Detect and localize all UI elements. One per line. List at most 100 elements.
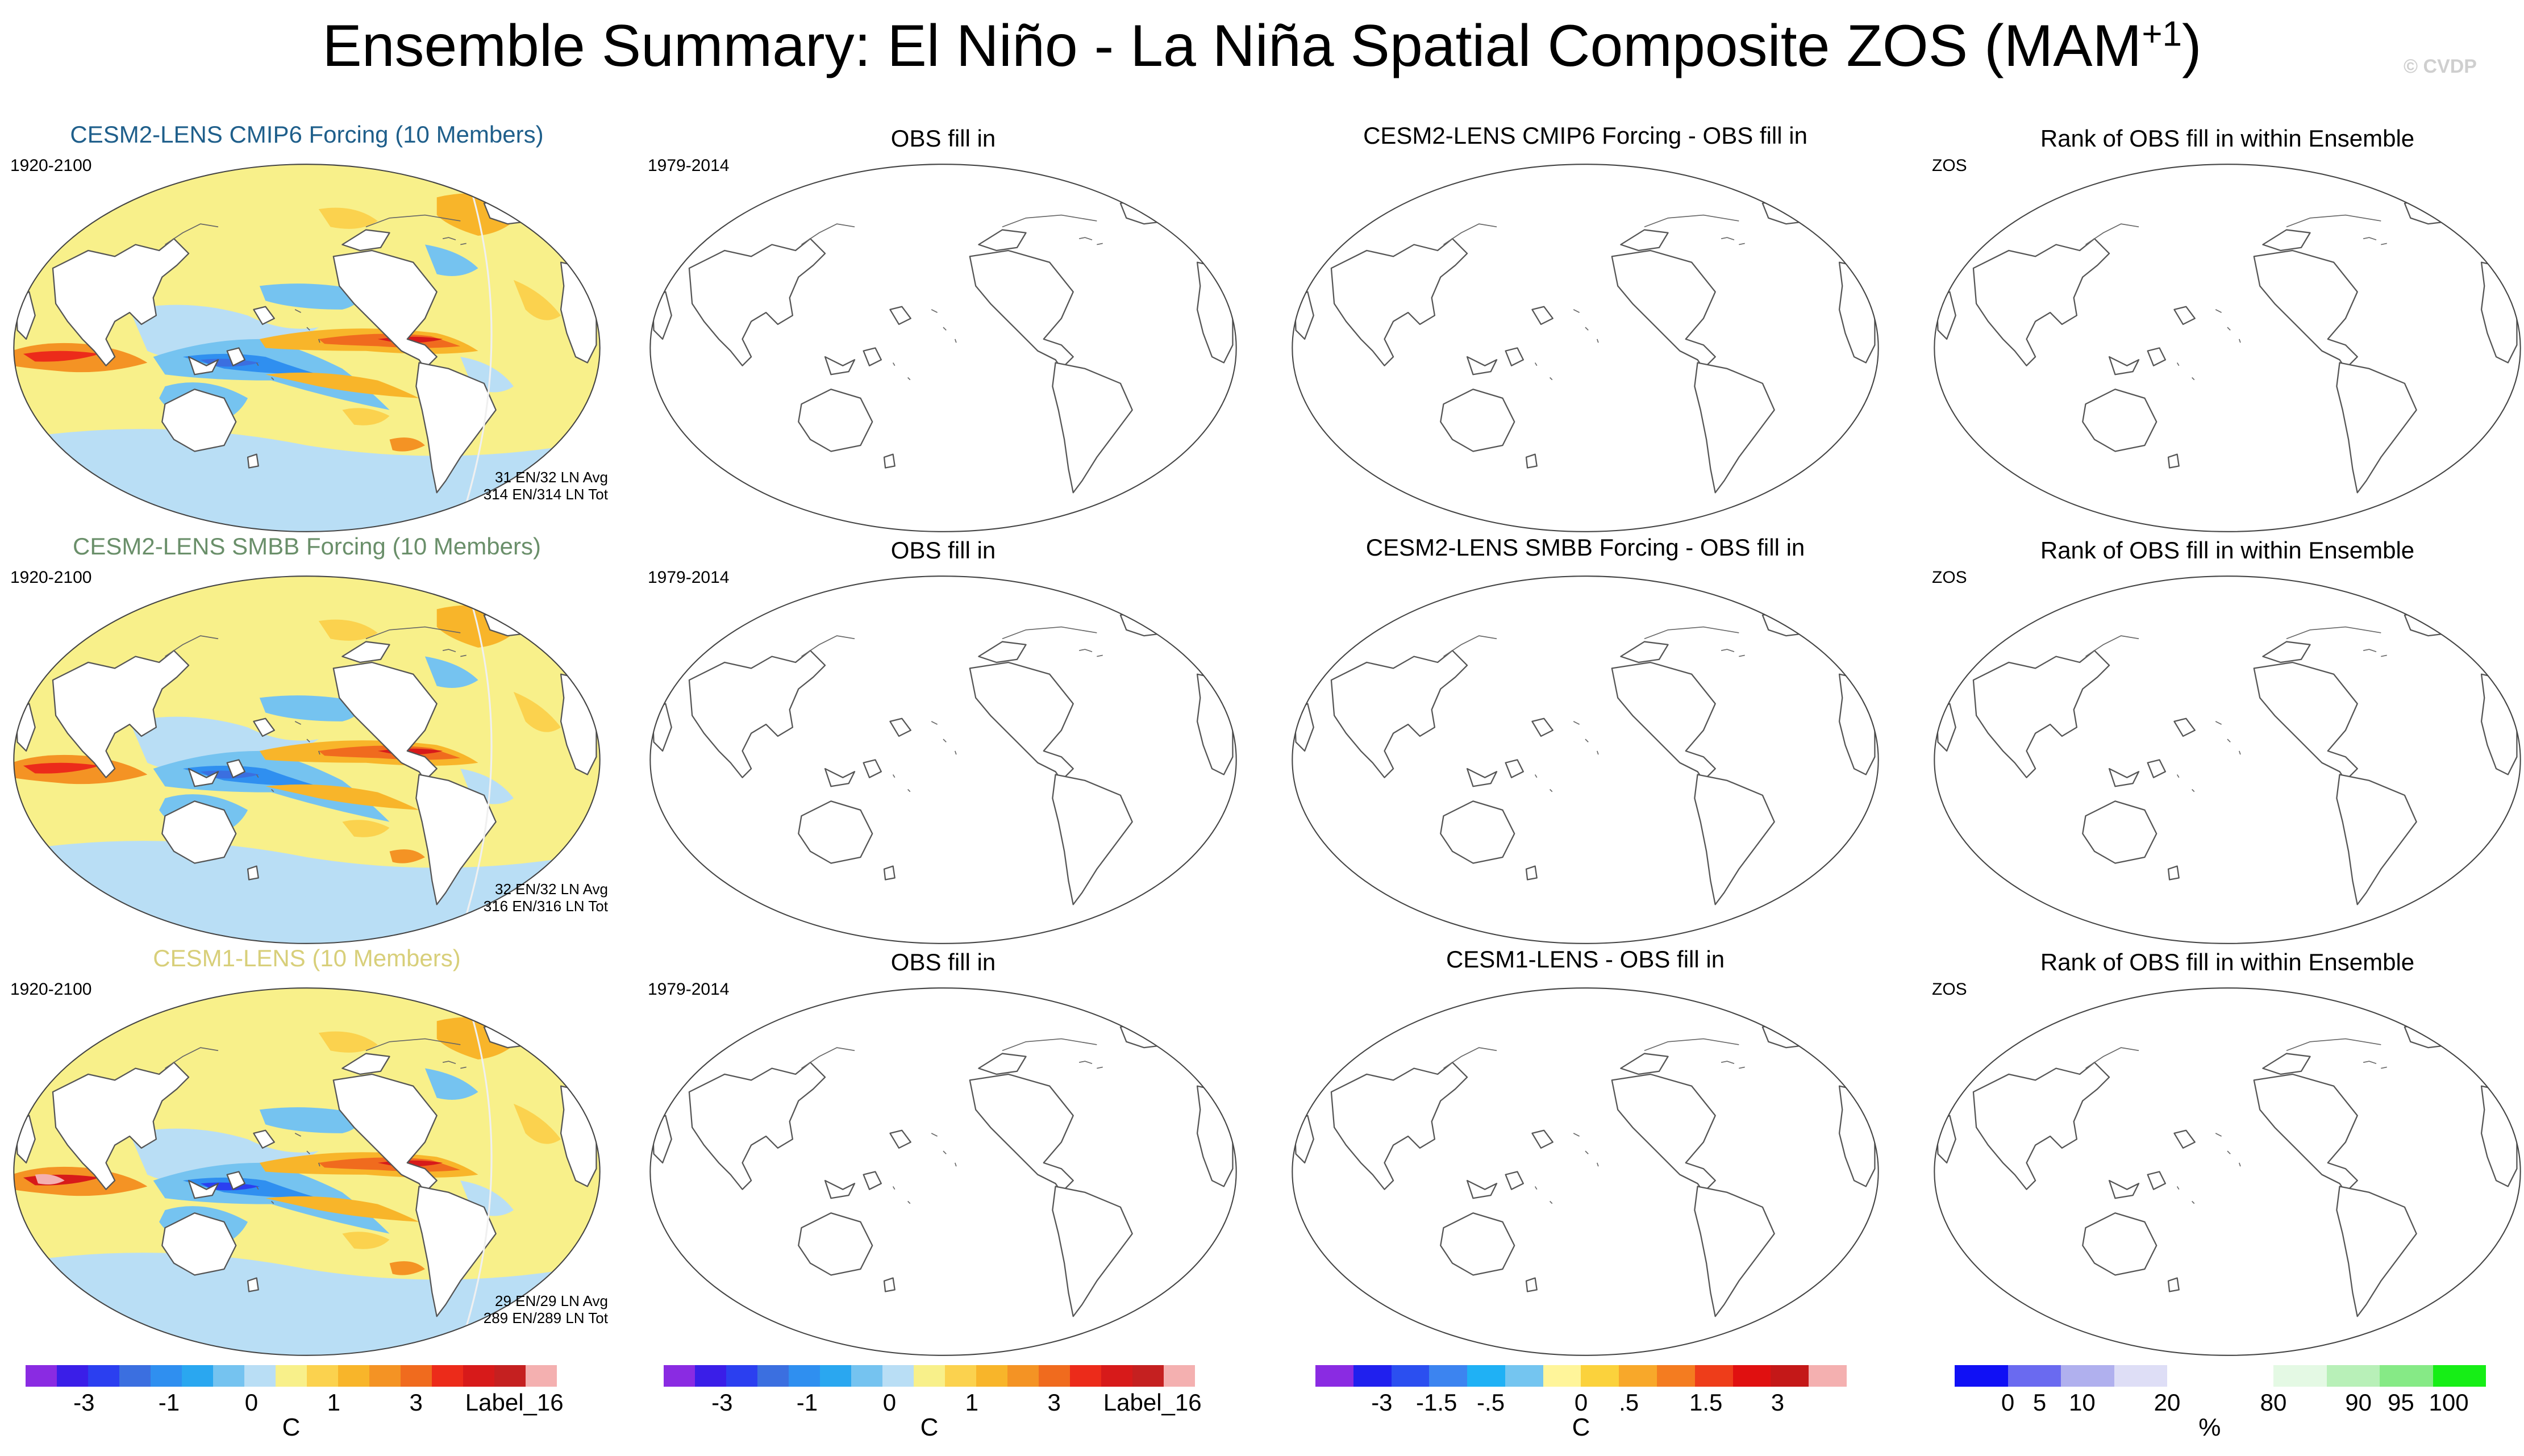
colorbar-3 (1315, 1365, 1847, 1387)
map-outline (1934, 164, 2521, 532)
map-outline (1292, 575, 1879, 944)
panel-title-obs: OBS fill in (890, 125, 996, 152)
panel-title-model: CESM2-LENS CMIP6 Forcing (10 Members) (70, 121, 544, 148)
panel-title-rank: Rank of OBS fill in within Ensemble (2040, 949, 2415, 975)
colorbar-swatch (2220, 1365, 2273, 1387)
colorbar-tick-label: 10 (2069, 1389, 2096, 1416)
map-diff (1292, 987, 1879, 1356)
colorbar-unit: C (920, 1413, 939, 1441)
colorbar-tick-label: -.5 (1477, 1389, 1505, 1416)
colorbar-tick-label: 1 (327, 1389, 340, 1416)
map-outline (1292, 164, 1879, 532)
map-obs (649, 987, 1237, 1356)
panel-title-obs: OBS fill in (890, 537, 996, 564)
colorbar-swatch (1732, 1365, 1771, 1387)
colorbar-swatch (1070, 1365, 1101, 1387)
colorbar-tick-label: 0 (2001, 1389, 2015, 1416)
ensemble-counts: 31 EN/32 LN Avg 314 EN/314 LN Tot (358, 469, 608, 503)
colorbar-swatch (26, 1365, 57, 1387)
colorbar-tick-label: 3 (409, 1389, 423, 1416)
map-outline (1934, 575, 2521, 944)
panel-title-model: CESM2-LENS SMBB Forcing (10 Members) (73, 533, 541, 560)
panel-title-rank: Rank of OBS fill in within Ensemble (2040, 537, 2415, 564)
colorbar-swatch (1132, 1365, 1164, 1387)
colorbar-swatch (1429, 1365, 1468, 1387)
colorbar-swatch (2114, 1365, 2167, 1387)
colorbar-swatch (338, 1365, 369, 1387)
colorbar-swatch (432, 1365, 463, 1387)
panel-title-rank: Rank of OBS fill in within Ensemble (2040, 125, 2415, 152)
colorbar-tick-label: 0 (1574, 1389, 1588, 1416)
map-diff (1292, 575, 1879, 944)
colorbar-tick-label: 3 (1047, 1389, 1061, 1416)
map-outline (13, 987, 601, 1356)
colorbar-tick-label: 0 (882, 1389, 897, 1416)
panel-title-diff: CESM2-LENS SMBB Forcing - OBS fill in (1365, 534, 1805, 561)
map-model (13, 164, 601, 532)
colorbar-swatch (2433, 1365, 2486, 1387)
title-superscript: +1 (2142, 14, 2183, 54)
colorbar-tick-label: -1.5 (1415, 1389, 1457, 1416)
colorbar-tick-label: Label_16 (465, 1389, 564, 1416)
colorbar-swatch (1007, 1365, 1039, 1387)
ensemble-counts: 32 EN/32 LN Avg 316 EN/316 LN Tot (358, 881, 608, 915)
cvdp-watermark: © CVDP (2404, 56, 2477, 77)
panel-label-obs: 1979-2014 (648, 156, 730, 175)
colorbar-swatch (851, 1365, 882, 1387)
map-outline (649, 164, 1237, 532)
ensemble-counts: 29 EN/29 LN Avg 289 EN/289 LN Tot (358, 1292, 608, 1326)
title-close: ) (2182, 13, 2202, 79)
map-model (13, 987, 601, 1356)
colorbar-tick-label: 95 (2388, 1389, 2414, 1416)
colorbar-unit: % (2198, 1413, 2221, 1441)
panel-title-diff: CESM1-LENS - OBS fill in (1446, 946, 1725, 973)
map-outline (1934, 987, 2521, 1356)
counts-tot: 316 EN/316 LN Tot (483, 898, 608, 915)
colorbar-swatch (695, 1365, 726, 1387)
panel-label-obs: 1979-2014 (648, 568, 730, 587)
colorbar-tick-label: 1 (965, 1389, 978, 1416)
colorbar-swatch (757, 1365, 789, 1387)
counts-tot: 314 EN/314 LN Tot (483, 486, 608, 503)
colorbar-tick-label: -1 (796, 1389, 818, 1416)
colorbar-tick-label: 3 (1771, 1389, 1785, 1416)
counts-avg: 29 EN/29 LN Avg (495, 1292, 608, 1309)
panel-label-rank: ZOS (1932, 568, 1967, 587)
title-text: Ensemble Summary: El Niño - La Niña Spat… (322, 13, 2142, 79)
colorbar-swatch (1101, 1365, 1132, 1387)
colorbar-swatch (664, 1365, 695, 1387)
colorbar-tick-label: -3 (1371, 1389, 1393, 1416)
colorbar-swatch (1771, 1365, 1809, 1387)
colorbar-tick-label: 1.5 (1689, 1389, 1723, 1416)
colorbar-unit: C (282, 1413, 301, 1441)
panel-label-model: 1920-2100 (10, 156, 92, 175)
panel-title-model: CESM1-LENS (10 Members) (153, 945, 461, 971)
colorbar-swatch (307, 1365, 338, 1387)
colorbar-swatch (2273, 1365, 2327, 1387)
colorbar-swatch (914, 1365, 945, 1387)
colorbar-swatch (1039, 1365, 1070, 1387)
colorbar-swatch (789, 1365, 820, 1387)
colorbar-swatch (1581, 1365, 1619, 1387)
colorbar-swatch (2380, 1365, 2433, 1387)
counts-tot: 289 EN/289 LN Tot (483, 1309, 608, 1326)
colorbar-swatch (1164, 1365, 1195, 1387)
page-title: Ensemble Summary: El Niño - La Niña Spat… (0, 12, 2524, 80)
colorbar-swatch (2326, 1365, 2380, 1387)
colorbar-swatch (2007, 1365, 2061, 1387)
colorbar-swatch (182, 1365, 213, 1387)
colorbar-swatch (1619, 1365, 1657, 1387)
colorbar-swatch (1353, 1365, 1392, 1387)
colorbar-tick-label: -1 (158, 1389, 180, 1416)
colorbar-swatch (244, 1365, 276, 1387)
colorbar-swatch (882, 1365, 914, 1387)
colorbar-swatch (1694, 1365, 1733, 1387)
colorbar-swatch (276, 1365, 307, 1387)
map-outline (13, 575, 601, 944)
colorbar-swatch (820, 1365, 851, 1387)
colorbar-swatch (726, 1365, 757, 1387)
colorbar-1 (26, 1365, 557, 1387)
colorbar-tick-label: .5 (1619, 1389, 1639, 1416)
panel-title-obs: OBS fill in (890, 949, 996, 975)
colorbar-tick-label: 5 (2032, 1389, 2047, 1416)
